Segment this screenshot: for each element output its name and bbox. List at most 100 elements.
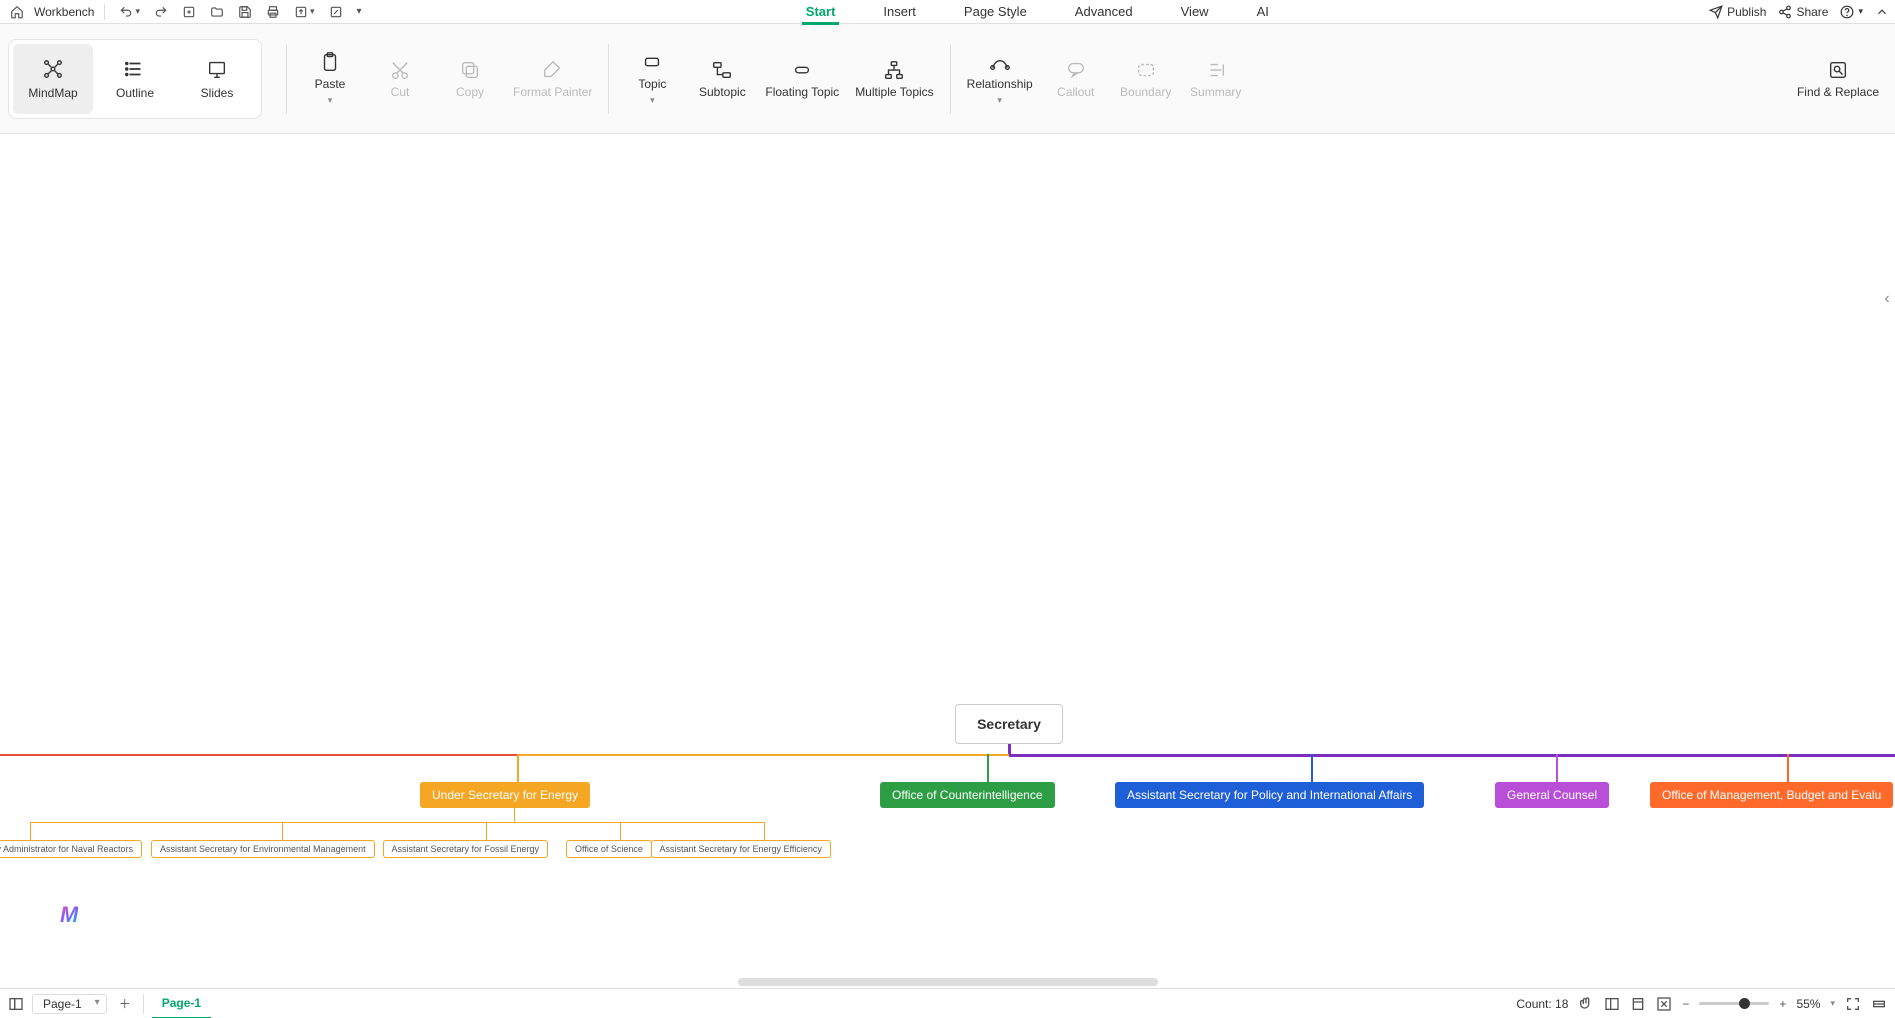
ribbon: MindMapOutlineSlides Paste ▾ Cut Copy Fo… xyxy=(0,24,1895,134)
connector xyxy=(486,822,487,840)
floating-topic-button[interactable]: Floating Topic xyxy=(757,39,847,119)
find-replace-button[interactable]: Find & Replace xyxy=(1789,39,1887,119)
statusbar-right: Count: 18 − + 55% ▾ xyxy=(1516,996,1887,1012)
publish-button[interactable]: Publish xyxy=(1709,5,1766,19)
workbench-label[interactable]: Workbench xyxy=(34,5,94,19)
open-icon[interactable] xyxy=(206,3,228,21)
connector xyxy=(282,822,283,840)
view-mode-mindmap[interactable]: MindMap xyxy=(13,44,93,114)
connector xyxy=(514,808,515,822)
hand-tool-icon[interactable] xyxy=(1578,996,1594,1012)
help-icon[interactable]: ▾ xyxy=(1840,5,1863,19)
subtopic-label: Subtopic xyxy=(699,85,746,99)
separator xyxy=(608,44,609,114)
minimize-panel-icon[interactable] xyxy=(1871,996,1887,1012)
titlebar: Workbench ▾ ▾ ▾ Start Insert Page Style Adv… xyxy=(0,0,1895,24)
more-icon[interactable]: ▾ xyxy=(353,4,366,19)
connector xyxy=(764,822,765,840)
connector xyxy=(1009,754,1895,757)
horizontal-scrollbar[interactable] xyxy=(738,978,1158,986)
summary-label: Summary xyxy=(1190,85,1241,99)
add-page-button[interactable]: ＋ xyxy=(115,994,135,1014)
publish-label: Publish xyxy=(1727,5,1766,19)
fit-view-icon[interactable] xyxy=(1656,996,1672,1012)
chevron-down-icon: ▾ xyxy=(328,95,333,106)
connector xyxy=(1008,744,1011,754)
summary-button: Summary xyxy=(1181,39,1251,119)
mindmap-node[interactable]: Office of Management, Budget and Evalu xyxy=(1650,782,1893,808)
home-icon[interactable] xyxy=(6,3,28,21)
menu-tab-ai[interactable]: AI xyxy=(1253,2,1273,21)
export-icon[interactable]: ▾ xyxy=(290,3,319,21)
mindmap-subnode[interactable]: Office of Science xyxy=(566,840,652,858)
zoom-out-button[interactable]: − xyxy=(1682,997,1689,1011)
relationship-button[interactable]: Relationship ▾ xyxy=(959,39,1041,119)
connector xyxy=(518,754,1009,756)
menu-tab-page-style[interactable]: Page Style xyxy=(960,2,1031,21)
topic-button[interactable]: Topic ▾ xyxy=(617,39,687,119)
paste-button[interactable]: Paste ▾ xyxy=(295,39,365,119)
separator xyxy=(950,44,951,114)
find-replace-label: Find & Replace xyxy=(1797,85,1879,99)
page-dropdown[interactable]: Page-1 xyxy=(32,994,107,1014)
multiple-topics-button[interactable]: Multiple Topics xyxy=(847,39,941,119)
mindmap-subnode[interactable]: Assistant Secretary for Energy Efficienc… xyxy=(651,840,831,858)
subtopic-button[interactable]: Subtopic xyxy=(687,39,757,119)
zoom-level-label[interactable]: 55% xyxy=(1796,997,1820,1011)
chevron-down-icon[interactable]: ▾ xyxy=(1830,998,1835,1009)
count-label: Count: 18 xyxy=(1516,997,1568,1011)
share-label: Share xyxy=(1796,5,1828,19)
fullscreen-icon[interactable] xyxy=(1845,996,1861,1012)
mindmap-root-node[interactable]: Secretary xyxy=(955,704,1063,744)
callout-button: Callout xyxy=(1041,39,1111,119)
zoom-slider-thumb[interactable] xyxy=(1739,998,1750,1009)
mindmap-subnode[interactable]: uty Administrator for Naval Reactors xyxy=(0,840,142,858)
page-view-icon[interactable] xyxy=(1630,996,1646,1012)
titlebar-right: Publish Share ▾ xyxy=(1709,5,1889,19)
separator xyxy=(104,4,105,20)
floating-topic-label: Floating Topic xyxy=(765,85,839,99)
menu-tabs: Start Insert Page Style Advanced View AI xyxy=(366,2,1710,21)
callout-label: Callout xyxy=(1057,85,1094,99)
share-button[interactable]: Share xyxy=(1778,5,1828,19)
connector xyxy=(1787,754,1789,782)
menu-tab-advanced[interactable]: Advanced xyxy=(1071,2,1137,21)
mindmap-node[interactable]: Under Secretary for Energy xyxy=(420,782,590,808)
mindmap-canvas[interactable]: Secretary Under Secretary for Energy Offic… xyxy=(0,134,1895,988)
menu-tab-insert[interactable]: Insert xyxy=(879,2,920,21)
mindmap-node[interactable]: Assistant Secretary for Policy and Inter… xyxy=(1115,782,1424,808)
canvas-area[interactable]: ‹ SecretaryUnder Secretary for EnergyOff… xyxy=(0,134,1895,988)
collapse-ribbon-icon[interactable] xyxy=(1875,5,1889,19)
view-mode-toggle: MindMapOutlineSlides xyxy=(8,39,262,119)
pages-panel-icon[interactable] xyxy=(8,996,24,1012)
menu-tab-start[interactable]: Start xyxy=(802,2,840,21)
edit-icon[interactable] xyxy=(325,3,347,21)
paste-label: Paste xyxy=(315,77,346,91)
topic-label: Topic xyxy=(638,77,666,91)
zoom-in-button[interactable]: + xyxy=(1779,997,1786,1011)
mindmap-node[interactable]: General Counsel xyxy=(1495,782,1609,808)
redo-icon[interactable] xyxy=(150,3,172,21)
mindmap-subnode[interactable]: Assistant Secretary for Fossil Energy xyxy=(383,840,549,858)
print-icon[interactable] xyxy=(262,3,284,21)
statusbar-left: Page-1 ＋ Page-1 xyxy=(8,989,211,1018)
mindmap-node[interactable]: Office of Counterintelligence xyxy=(880,782,1055,808)
save-icon[interactable] xyxy=(234,3,256,21)
menu-tab-view[interactable]: View xyxy=(1177,2,1213,21)
connector xyxy=(517,754,519,782)
separator xyxy=(143,994,144,1014)
format-painter-button: Format Painter xyxy=(505,39,600,119)
new-icon[interactable] xyxy=(178,3,200,21)
chevron-down-icon: ▾ xyxy=(997,95,1002,106)
chevron-down-icon: ▾ xyxy=(650,95,655,106)
zoom-slider[interactable] xyxy=(1699,1002,1769,1005)
relationship-label: Relationship xyxy=(967,77,1033,91)
app-watermark-icon: M xyxy=(60,902,78,928)
layout-view-icon[interactable] xyxy=(1604,996,1620,1012)
separator xyxy=(286,44,287,114)
mindmap-subnode[interactable]: Assistant Secretary for Environmental Ma… xyxy=(151,840,375,858)
view-mode-slides[interactable]: Slides xyxy=(177,44,257,114)
page-tab[interactable]: Page-1 xyxy=(152,989,211,1018)
view-mode-outline[interactable]: Outline xyxy=(95,44,175,114)
undo-icon[interactable]: ▾ xyxy=(115,3,144,21)
